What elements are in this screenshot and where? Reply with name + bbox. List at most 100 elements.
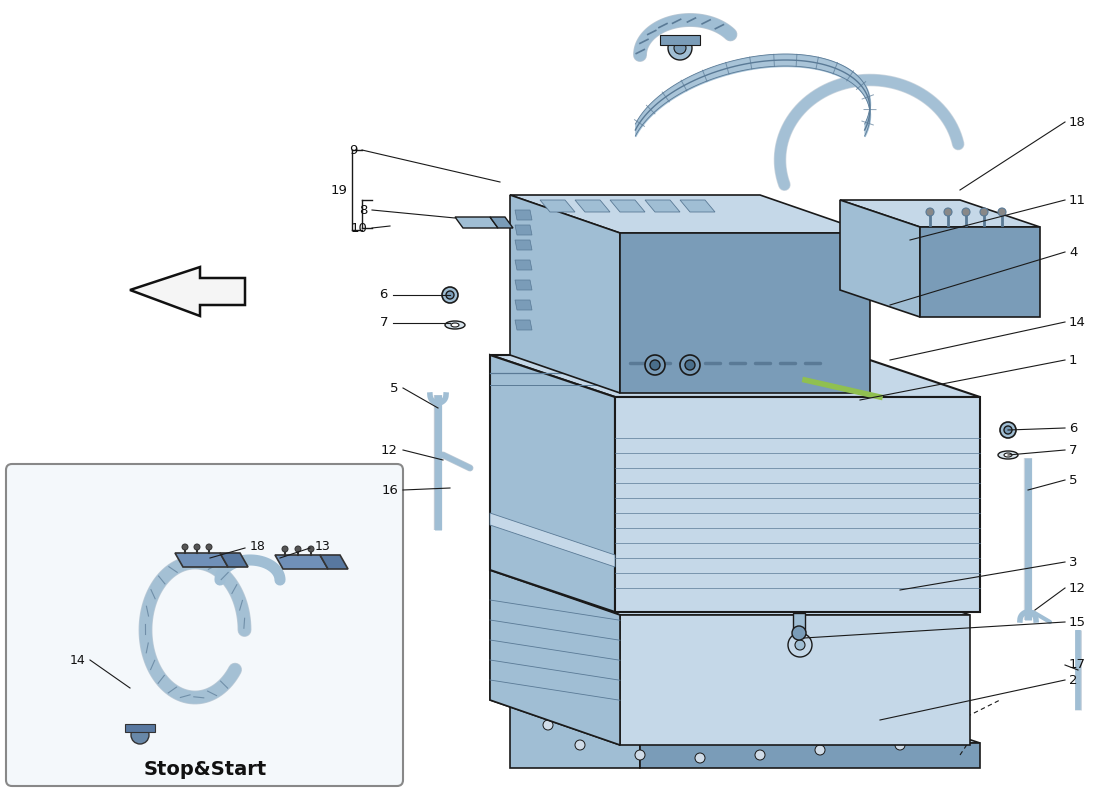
- Polygon shape: [490, 570, 620, 745]
- Circle shape: [575, 740, 585, 750]
- Text: 14: 14: [69, 654, 85, 666]
- Circle shape: [645, 355, 665, 375]
- Text: 6: 6: [379, 289, 388, 302]
- Text: 7: 7: [1069, 443, 1078, 457]
- Circle shape: [674, 42, 686, 54]
- Text: 3: 3: [1069, 555, 1078, 569]
- Text: Stop&Start: Stop&Start: [143, 760, 266, 779]
- Polygon shape: [515, 240, 532, 250]
- Text: 8: 8: [359, 203, 367, 217]
- Circle shape: [680, 355, 700, 375]
- Circle shape: [685, 360, 695, 370]
- Text: 9: 9: [349, 143, 358, 157]
- Polygon shape: [620, 233, 870, 393]
- Circle shape: [668, 36, 692, 60]
- Circle shape: [962, 208, 970, 216]
- Circle shape: [792, 626, 806, 640]
- Polygon shape: [490, 570, 970, 615]
- Circle shape: [1004, 426, 1012, 434]
- Text: 14: 14: [1069, 315, 1086, 329]
- Polygon shape: [660, 712, 690, 724]
- Polygon shape: [510, 195, 620, 393]
- Circle shape: [442, 287, 458, 303]
- Ellipse shape: [446, 321, 465, 329]
- Text: 4: 4: [1069, 246, 1077, 258]
- Polygon shape: [510, 700, 980, 743]
- Circle shape: [755, 750, 764, 760]
- Text: a passion for parts since 1985: a passion for parts since 1985: [537, 370, 862, 550]
- Polygon shape: [490, 513, 615, 567]
- Circle shape: [282, 546, 288, 552]
- Circle shape: [635, 750, 645, 760]
- Polygon shape: [130, 267, 245, 316]
- Text: 2: 2: [1069, 674, 1078, 686]
- Polygon shape: [490, 570, 620, 745]
- Circle shape: [295, 546, 301, 552]
- Polygon shape: [510, 700, 640, 768]
- Circle shape: [815, 745, 825, 755]
- Polygon shape: [920, 227, 1040, 317]
- Text: 15: 15: [1069, 615, 1086, 629]
- Polygon shape: [645, 200, 680, 212]
- Polygon shape: [455, 217, 498, 228]
- Circle shape: [650, 360, 660, 370]
- Polygon shape: [560, 710, 820, 735]
- Polygon shape: [540, 707, 870, 738]
- Polygon shape: [585, 712, 615, 724]
- Bar: [125, 724, 155, 732]
- Polygon shape: [515, 280, 532, 290]
- Text: 19: 19: [330, 183, 346, 197]
- Polygon shape: [615, 397, 980, 612]
- Circle shape: [446, 291, 454, 299]
- Circle shape: [944, 208, 952, 216]
- Circle shape: [795, 640, 805, 650]
- Text: 17: 17: [1069, 658, 1086, 671]
- Polygon shape: [840, 200, 920, 317]
- Polygon shape: [515, 260, 532, 270]
- Polygon shape: [730, 712, 760, 724]
- Bar: [793, 613, 805, 635]
- Bar: [660, 35, 700, 45]
- Circle shape: [695, 753, 705, 763]
- Polygon shape: [610, 200, 645, 212]
- Circle shape: [926, 208, 934, 216]
- Polygon shape: [515, 210, 532, 220]
- FancyBboxPatch shape: [6, 464, 403, 786]
- Text: 18: 18: [1069, 115, 1086, 129]
- Circle shape: [998, 208, 1006, 216]
- Polygon shape: [275, 555, 328, 569]
- Text: 7: 7: [379, 317, 388, 330]
- Polygon shape: [220, 553, 248, 567]
- Circle shape: [308, 546, 314, 552]
- Polygon shape: [490, 217, 513, 228]
- Polygon shape: [515, 320, 532, 330]
- Polygon shape: [175, 553, 228, 567]
- Polygon shape: [515, 225, 532, 235]
- Text: 16: 16: [381, 483, 398, 497]
- Circle shape: [131, 726, 149, 744]
- Text: 6: 6: [1069, 422, 1077, 434]
- Polygon shape: [540, 200, 575, 212]
- Text: 12: 12: [1069, 582, 1086, 594]
- Text: 18: 18: [250, 539, 266, 553]
- Text: 12: 12: [381, 443, 398, 457]
- Ellipse shape: [451, 323, 459, 327]
- Circle shape: [194, 544, 200, 550]
- Polygon shape: [830, 710, 870, 725]
- Circle shape: [206, 544, 212, 550]
- Ellipse shape: [998, 451, 1018, 459]
- Text: 5: 5: [389, 382, 398, 394]
- Circle shape: [980, 208, 988, 216]
- Polygon shape: [320, 555, 348, 569]
- Polygon shape: [515, 300, 532, 310]
- Polygon shape: [575, 200, 611, 212]
- Polygon shape: [510, 195, 870, 233]
- Ellipse shape: [1004, 453, 1012, 457]
- Circle shape: [1000, 422, 1016, 438]
- Text: 11: 11: [1069, 194, 1086, 206]
- Polygon shape: [680, 200, 715, 212]
- Polygon shape: [620, 615, 970, 745]
- Polygon shape: [640, 743, 980, 768]
- Text: 13: 13: [315, 539, 331, 553]
- Circle shape: [182, 544, 188, 550]
